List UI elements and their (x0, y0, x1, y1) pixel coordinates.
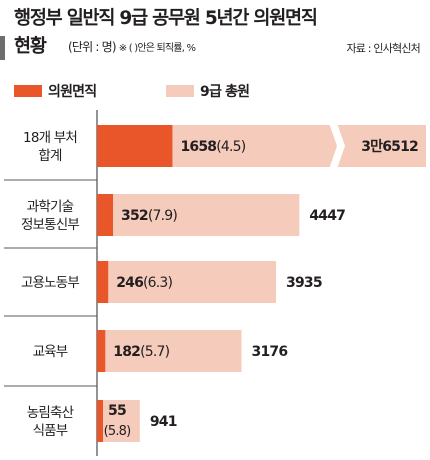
category-label: 18개 부처 (23, 130, 77, 146)
data-label-resign-rate: (5.8) (104, 424, 131, 439)
subtitle-row: 현황 (단위 : 명) ※ ( )안은 퇴직률, % 자료 : 인사혁신처 (14, 32, 426, 62)
legend-swatch-total (166, 85, 194, 97)
legend: 의원면직 9급 총원 (14, 80, 426, 102)
data-label-total: 3만6512 (361, 139, 418, 155)
bar-resign (97, 261, 109, 303)
data-label-resign: 1658(4.5) (180, 139, 245, 155)
chart-title-line2: 현황 (14, 36, 47, 57)
data-label-total: 3176 (252, 344, 288, 360)
bar-total (97, 330, 242, 372)
title-accent-bar (0, 36, 5, 60)
data-label-resign: 55 (108, 403, 126, 419)
legend-label-total: 9급 총원 (200, 84, 250, 100)
bar-total (97, 400, 140, 442)
axis-break-mark (329, 123, 345, 169)
bar-total (97, 194, 300, 236)
unit-note: (단위 : 명) (68, 40, 117, 54)
data-label-resign: 182(5.7) (113, 344, 169, 360)
bar-resign (97, 194, 114, 236)
ratio-note: ※ ( )안은 퇴직률, % (118, 43, 196, 54)
legend-item-total: 9급 총원 (166, 80, 250, 102)
data-label-total: 941 (150, 414, 177, 430)
category-label: 고용노동부 (21, 275, 79, 291)
legend-item-resign: 의원면직 (14, 80, 97, 102)
chart-title-line1: 행정부 일반직 9급 공무원 5년간 의원면직 (14, 8, 318, 29)
category-label: 합계 (38, 148, 62, 164)
data-label-resign: 352(7.9) (121, 208, 177, 224)
category-label: 농림축산 (27, 405, 74, 421)
data-label-total: 4447 (309, 208, 345, 224)
legend-label-resign: 의원면직 (48, 84, 97, 100)
bar-total (97, 261, 277, 303)
bar-resign (97, 400, 103, 442)
category-label: 과학기술 (27, 199, 74, 215)
category-label: 정보통신부 (21, 217, 79, 233)
unit-note-group: (단위 : 명) ※ ( )안은 퇴직률, % (68, 38, 196, 55)
data-label-total: 3935 (286, 275, 322, 291)
data-label-resign: 246(6.3) (116, 275, 172, 291)
chart-title: 행정부 일반직 9급 공무원 5년간 의원면직 (14, 4, 426, 34)
bar-resign (97, 330, 106, 372)
bar-resign (97, 125, 173, 167)
source-note: 자료 : 인사혁신처 (346, 42, 420, 55)
category-label: 식품부 (33, 423, 68, 439)
legend-swatch-resign (14, 85, 42, 97)
category-label: 교육부 (33, 344, 68, 360)
